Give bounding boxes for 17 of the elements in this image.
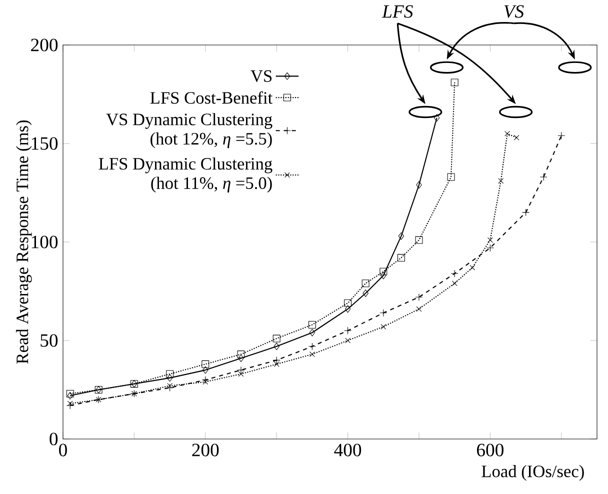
x-tick-label: 200 [192, 444, 219, 456]
y-axis-title: Read Average Response Time (ms) [16, 120, 32, 364]
legend-label: VS Dynamic Clustering (hot 12%, η =5.5) [106, 113, 272, 148]
text: LFS [382, 5, 413, 18]
y-tick-label: 100 [32, 236, 58, 248]
x-tick-label: 0 [59, 444, 67, 456]
legend-label: LFS Cost-Benefit [150, 91, 273, 104]
text: VS [504, 5, 524, 18]
y-tick-label: 150 [32, 137, 58, 150]
x-tick-label: 600 [476, 444, 504, 456]
legend-label: VS [250, 70, 272, 82]
y-tick-label: 50 [40, 334, 58, 347]
legend-label: LFS Dynamic Clustering (hot 11%, η =5.0) [98, 157, 272, 193]
y-tick-label: 200 [31, 38, 58, 52]
y-tick-label: 0 [50, 432, 58, 446]
x-axis-title: Load (IOs/sec) [482, 465, 584, 481]
x-tick-label: 400 [334, 444, 362, 456]
